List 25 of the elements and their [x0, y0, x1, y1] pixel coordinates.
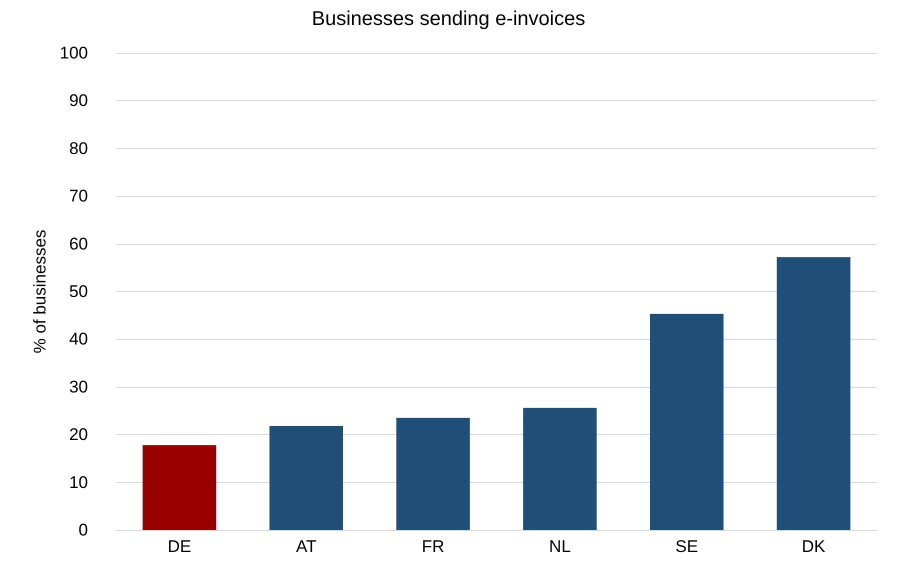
y-tick-label: 20	[69, 425, 88, 444]
chart-title: Businesses sending e-invoices	[312, 8, 586, 30]
y-tick-label: 10	[69, 472, 88, 492]
x-tick-label: SE	[675, 537, 698, 556]
y-tick-label: 70	[69, 186, 88, 206]
bar	[650, 314, 724, 530]
bar	[269, 426, 344, 530]
x-tick-label: FR	[422, 537, 444, 556]
y-axis-title: % of businesses	[30, 230, 50, 354]
y-tick-label: 50	[69, 282, 88, 301]
bar	[142, 445, 216, 530]
y-tick-label: 60	[69, 234, 88, 254]
bar	[396, 418, 470, 530]
y-tick-label: 40	[69, 330, 88, 349]
y-tick-label: 80	[69, 138, 88, 158]
bar	[776, 257, 850, 530]
x-tick-label: NL	[549, 537, 571, 556]
y-tick-label: 0	[78, 520, 88, 540]
x-tick-label: DE	[168, 537, 192, 556]
x-tick-label: AT	[296, 537, 316, 556]
y-tick-label: 90	[69, 91, 88, 110]
y-tick-label: 30	[69, 377, 88, 396]
y-tick-label: 100	[60, 44, 88, 62]
x-tick-label: DK	[802, 537, 826, 556]
bar	[523, 408, 597, 530]
